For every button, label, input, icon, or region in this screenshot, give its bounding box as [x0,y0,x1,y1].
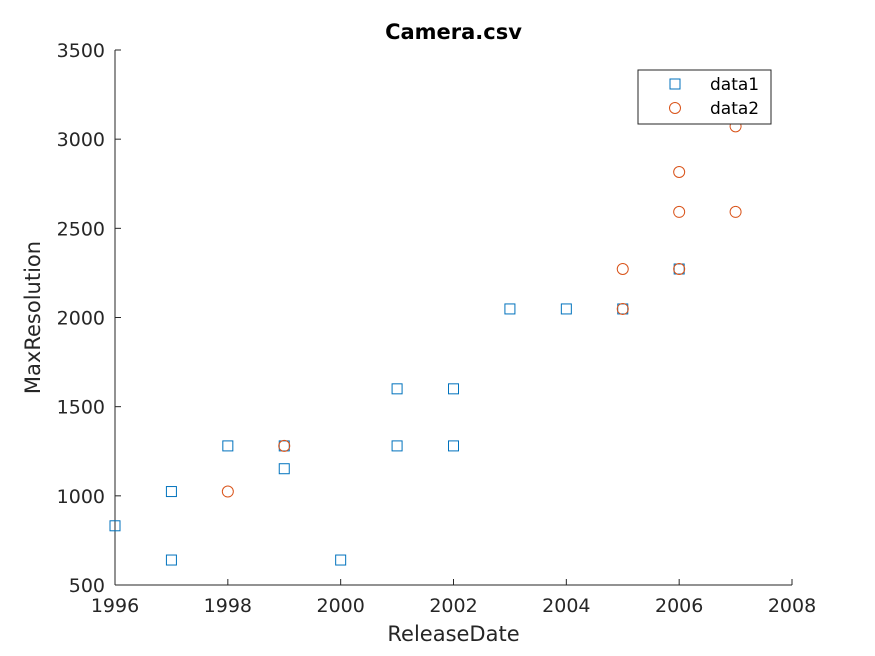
series-1-point [617,303,629,315]
series-2-point [673,165,686,178]
y-tick-label: 2000 [57,308,105,330]
series-1-point [391,440,403,452]
y-tick-label: 500 [69,575,105,597]
series-1-point [448,440,459,452]
series-1-point [165,486,177,498]
x-tick-label: 2000 [316,595,364,617]
series-1-point [560,303,572,315]
series-1-point [673,263,685,275]
series-1-point [278,440,290,452]
legend-label-2: data2 [710,99,759,119]
series-1-point [222,440,234,452]
x-axis-label: ReleaseDate [387,622,519,646]
series-1-point [504,303,516,315]
series-2-point [221,485,234,498]
y-tick-label: 1000 [57,486,105,508]
y-axis-label: MaxResolution [21,241,45,394]
series-1-point [109,520,121,532]
series-1-point [448,383,459,395]
series-1-point [278,463,290,475]
series-2-point [616,262,629,275]
y-tick-label: 1500 [57,397,105,419]
legend-label-1: data1 [710,75,759,95]
y-tick-label: 2500 [57,218,105,240]
legend-box [637,69,772,125]
chart-title: Camera.csv [385,20,522,44]
series-2-point [278,439,291,452]
series-2-point [673,262,686,275]
x-tick-label: 2004 [542,595,590,617]
x-tick-label: 2006 [655,595,703,617]
legend-marker-1 [669,78,681,90]
y-tick-label: 3000 [57,129,105,151]
series-1-point [391,383,403,395]
x-tick-label: 2008 [768,595,816,617]
x-tick-label: 1998 [204,595,252,617]
series-1-point [335,554,347,566]
series-1-point [165,554,177,566]
legend-marker-2 [669,102,681,114]
y-tick-label: 3500 [57,40,105,62]
series-2-point [673,205,686,218]
x-tick-label: 1996 [91,595,139,617]
x-tick-label: 2002 [429,595,477,617]
series-2-point [729,205,742,218]
series-2-point [616,302,629,315]
